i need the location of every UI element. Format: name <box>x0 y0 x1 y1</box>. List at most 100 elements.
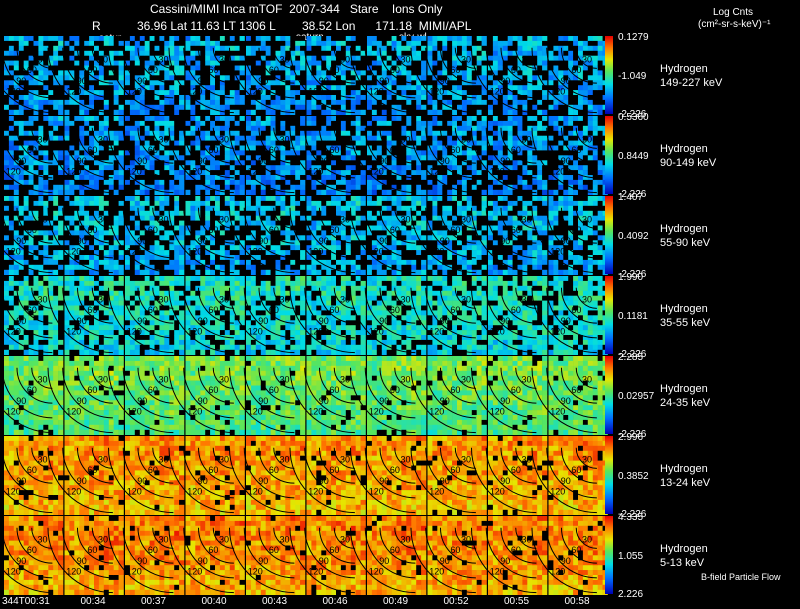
heat-cell <box>331 95 337 101</box>
heat-cell <box>125 95 131 101</box>
heat-cell <box>58 80 64 86</box>
heat-cell <box>190 109 196 115</box>
heat-cell <box>164 55 170 61</box>
heat-cell <box>74 230 80 236</box>
heat-cell <box>8 225 15 231</box>
heat-cell <box>255 109 261 115</box>
heat-cell <box>28 255 34 261</box>
heat-cell <box>275 45 281 51</box>
heat-cell <box>239 184 245 190</box>
heat-cell <box>179 140 185 146</box>
heat-cell <box>532 140 538 146</box>
heat-cell <box>270 36 276 42</box>
heat-cell <box>406 99 412 106</box>
heat-cell <box>64 45 70 51</box>
heat-cell <box>416 90 422 96</box>
heat-cell <box>224 70 230 76</box>
heat-cell <box>396 116 402 122</box>
heat-cell <box>432 189 438 195</box>
heat-cell <box>58 130 64 136</box>
heat-cell <box>234 60 240 66</box>
heat-cell <box>234 210 240 216</box>
heat-cell <box>28 210 34 216</box>
heat-cell <box>527 60 533 66</box>
heat-cell <box>144 230 150 236</box>
heat-cell <box>466 55 472 61</box>
heat-cell <box>311 170 317 176</box>
heat-cell <box>215 245 221 251</box>
heat-cell <box>89 75 95 81</box>
heat-cell <box>58 205 64 211</box>
heat-cell <box>280 130 286 136</box>
heat-cell <box>224 264 230 270</box>
heat-cell <box>210 240 216 246</box>
heat-cell <box>4 155 10 161</box>
heat-cell <box>367 120 373 127</box>
heat-cell <box>185 109 191 115</box>
heat-cell <box>200 36 206 42</box>
heat-cell <box>300 120 306 127</box>
heat-cell <box>416 145 422 151</box>
heat-cell <box>103 235 109 241</box>
heat-cell <box>376 40 382 47</box>
heat-cell <box>234 130 240 136</box>
heat-cell <box>401 179 407 186</box>
heat-cell <box>215 85 221 91</box>
heat-cell <box>265 269 271 275</box>
heat-cell <box>94 50 100 56</box>
heat-cell <box>421 165 427 171</box>
heat-cell <box>461 70 468 76</box>
heat-cell <box>118 65 124 71</box>
heat-cell <box>103 90 109 96</box>
heat-cell <box>159 179 165 186</box>
heat-cell <box>169 85 175 91</box>
heat-cell <box>64 104 70 110</box>
heat-cell <box>69 264 75 270</box>
heat-cell <box>13 125 19 131</box>
heat-cell <box>578 155 584 161</box>
heat-cell <box>396 120 402 127</box>
heat-cell <box>154 70 160 76</box>
heat-cell <box>159 189 165 195</box>
heat-cell <box>481 160 487 166</box>
heat-cell <box>219 269 226 275</box>
heat-cell <box>497 75 503 81</box>
heat-cell <box>98 40 105 47</box>
heat-cell <box>33 264 39 270</box>
heat-cell <box>164 150 170 156</box>
heat-cell <box>219 230 226 236</box>
heat-cell <box>229 210 235 216</box>
heat-cell <box>306 75 312 81</box>
heat-cell <box>568 80 574 86</box>
heat-cell <box>4 184 10 190</box>
heat-cell <box>139 220 145 226</box>
heat-cell <box>154 75 160 81</box>
heat-cell <box>355 104 361 110</box>
heat-cell <box>74 70 80 76</box>
heat-cell <box>239 75 245 81</box>
heat-cell <box>103 75 109 81</box>
heat-cell <box>507 45 513 51</box>
heat-cell <box>185 50 191 56</box>
heat-cell <box>275 55 281 61</box>
heat-cell <box>466 36 472 42</box>
heat-cell <box>563 189 569 195</box>
heat-cell <box>311 125 317 131</box>
heat-cell <box>396 45 402 51</box>
heat-cell <box>452 109 458 115</box>
heat-cell <box>74 120 80 127</box>
heat-cell <box>376 175 382 181</box>
contour-label: 30 <box>159 135 169 145</box>
heat-cell <box>476 135 482 141</box>
heat-cell <box>134 75 140 81</box>
heat-cell <box>38 140 44 146</box>
heat-cell <box>200 109 206 115</box>
heat-cell <box>174 150 180 156</box>
heat-cell <box>13 264 19 270</box>
heat-cell <box>215 60 221 66</box>
heat-cell <box>265 75 271 81</box>
heat-cell <box>416 45 422 51</box>
heat-cell <box>58 150 64 156</box>
heat-cell <box>401 50 407 56</box>
heat-cell <box>457 55 463 61</box>
